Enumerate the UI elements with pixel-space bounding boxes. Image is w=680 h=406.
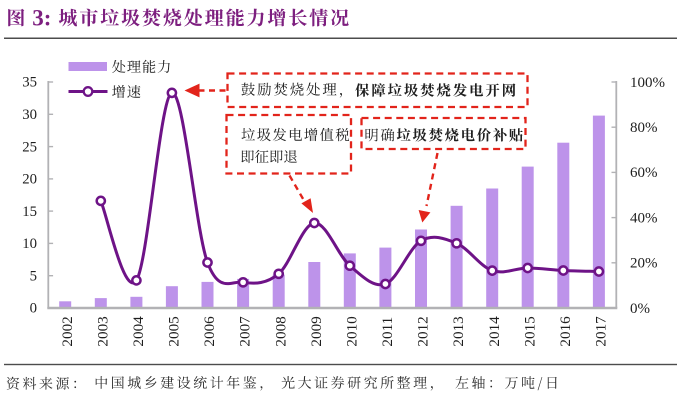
svg-text:2014: 2014 (486, 316, 503, 347)
svg-text:2010: 2010 (343, 316, 360, 347)
svg-text:20%: 20% (630, 256, 658, 272)
svg-text:2007: 2007 (237, 316, 254, 347)
svg-text:2006: 2006 (201, 316, 218, 347)
svg-text:60%: 60% (630, 165, 658, 181)
svg-text:2004: 2004 (130, 316, 147, 347)
svg-text:0: 0 (30, 301, 37, 317)
svg-text:25: 25 (22, 139, 37, 155)
svg-text:5: 5 (30, 268, 37, 284)
svg-text:10: 10 (22, 236, 37, 252)
svg-text:2003: 2003 (94, 316, 111, 346)
svg-text:3:: 3: (32, 6, 51, 31)
svg-text:2017: 2017 (593, 316, 610, 347)
svg-text:2005: 2005 (166, 316, 183, 346)
svg-text:35: 35 (22, 75, 37, 91)
svg-text:15: 15 (22, 204, 37, 220)
svg-text:40%: 40% (630, 210, 658, 226)
svg-text:2011: 2011 (379, 317, 396, 347)
svg-text:2008: 2008 (272, 316, 289, 347)
svg-text:2009: 2009 (308, 316, 325, 346)
svg-text:80%: 80% (630, 120, 658, 136)
svg-text:20: 20 (22, 172, 37, 188)
svg-text:2002: 2002 (59, 316, 76, 346)
svg-text:2016: 2016 (557, 316, 574, 347)
svg-text:0%: 0% (630, 301, 650, 317)
svg-text:2012: 2012 (415, 316, 432, 346)
svg-text:2015: 2015 (521, 316, 538, 346)
svg-text:100%: 100% (630, 75, 665, 91)
svg-text:2013: 2013 (450, 316, 467, 346)
svg-text:30: 30 (22, 107, 37, 123)
